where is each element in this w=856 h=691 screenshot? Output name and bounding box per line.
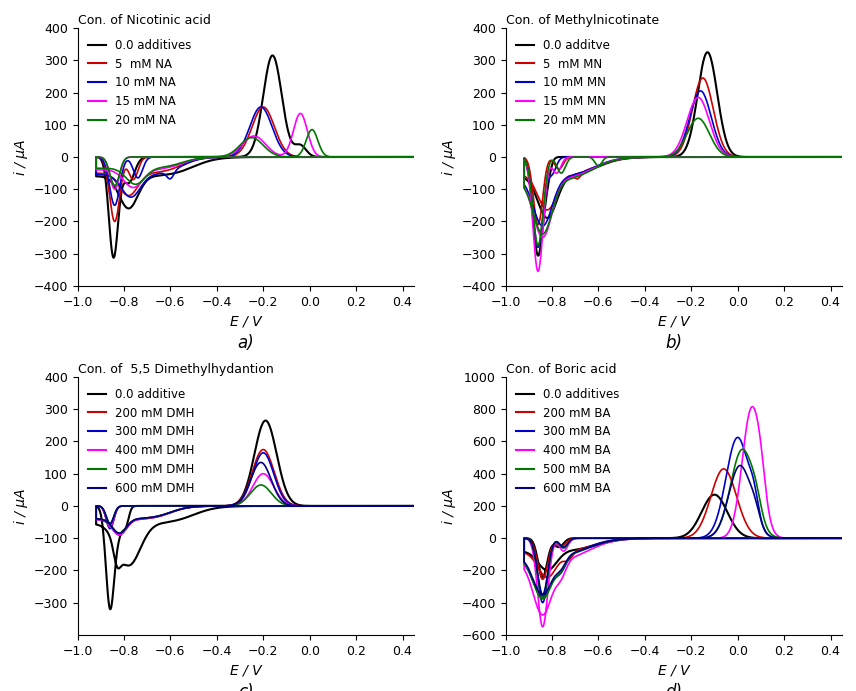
X-axis label: E / V: E / V <box>230 314 262 328</box>
Text: Con. of Nicotinic acid: Con. of Nicotinic acid <box>78 14 211 27</box>
X-axis label: E / V: E / V <box>658 663 690 677</box>
X-axis label: E / V: E / V <box>658 314 690 328</box>
Y-axis label: i / μA: i / μA <box>442 488 456 524</box>
Text: b): b) <box>665 334 682 352</box>
Y-axis label: i / μA: i / μA <box>14 139 28 175</box>
Y-axis label: i / μA: i / μA <box>14 488 28 524</box>
Legend: 0.0 additive, 200 mM DMH, 300 mM DMH, 400 mM DMH, 500 mM DMH, 600 mM DMH: 0.0 additive, 200 mM DMH, 300 mM DMH, 40… <box>83 383 199 500</box>
Text: a): a) <box>237 334 254 352</box>
Text: Con. of Boric acid: Con. of Boric acid <box>506 363 616 376</box>
Text: Con. of Methylnicotinate: Con. of Methylnicotinate <box>506 14 658 27</box>
Legend: 0.0 additve, 5  mM MN, 10 mM MN, 15 mM MN, 20 mM MN: 0.0 additve, 5 mM MN, 10 mM MN, 15 mM MN… <box>511 34 615 132</box>
Text: Con. of  5,5 Dimethylhydantion: Con. of 5,5 Dimethylhydantion <box>78 363 273 376</box>
Legend: 0.0 additives, 5  mM NA, 10 mM NA, 15 mM NA, 20 mM NA: 0.0 additives, 5 mM NA, 10 mM NA, 15 mM … <box>83 34 196 132</box>
X-axis label: E / V: E / V <box>230 663 262 677</box>
Text: c): c) <box>238 683 253 691</box>
Text: d): d) <box>665 683 682 691</box>
Y-axis label: i / μA: i / μA <box>442 139 456 175</box>
Legend: 0.0 additives, 200 mM BA, 300 mM BA, 400 mM BA, 500 mM BA, 600 mM BA: 0.0 additives, 200 mM BA, 300 mM BA, 400… <box>511 383 624 500</box>
